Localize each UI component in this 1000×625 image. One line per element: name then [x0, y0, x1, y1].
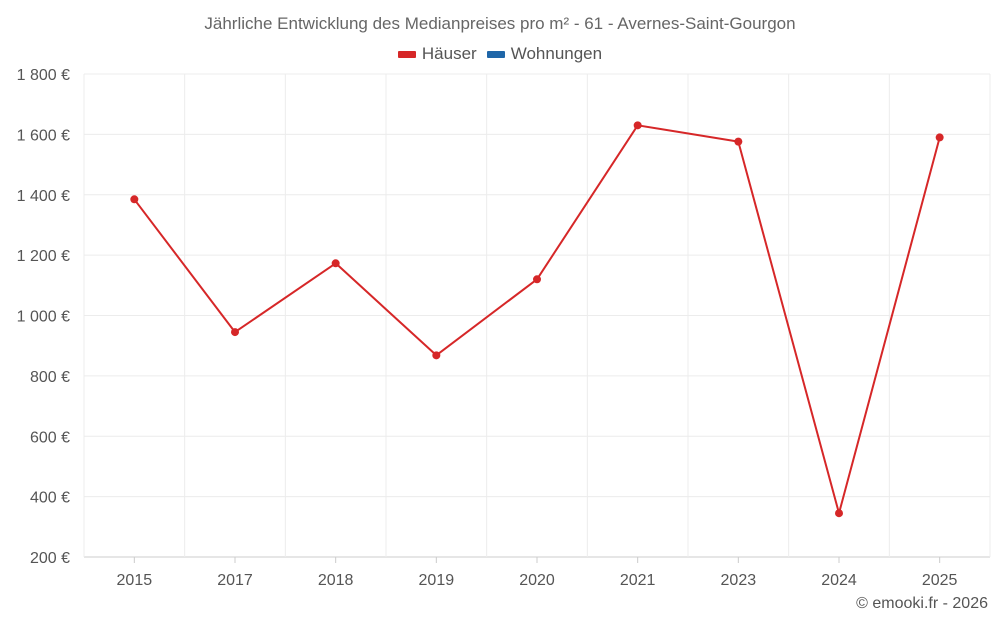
data-point: [130, 195, 139, 204]
data-point: [935, 133, 944, 142]
legend: Häuser Wohnungen: [0, 44, 1000, 64]
x-tick-label: 2024: [821, 572, 857, 589]
x-tick-label: 2017: [217, 572, 253, 589]
y-tick-label: 1 800 €: [17, 67, 70, 84]
y-tick-label: 1 400 €: [17, 188, 70, 205]
legend-label-wohnungen: Wohnungen: [510, 44, 603, 63]
legend-label-haeuser: Häuser: [421, 44, 477, 63]
legend-item-haeuser[interactable]: Häuser: [397, 44, 477, 64]
x-tick-label: 2023: [721, 572, 757, 589]
data-point: [533, 275, 541, 284]
x-tick-label: 2021: [620, 572, 656, 589]
footer-credit: © emooki.fr - 2026: [856, 595, 988, 612]
data-point: [633, 121, 642, 130]
y-tick-label: 200 €: [30, 550, 70, 567]
x-tick-label: 2015: [117, 572, 153, 589]
y-tick-label: 1 000 €: [17, 309, 70, 326]
data-point: [231, 328, 239, 337]
x-tick-label: 2019: [419, 572, 455, 589]
data-point: [835, 509, 843, 518]
data-point: [734, 137, 743, 146]
x-tick-label: 2025: [922, 572, 958, 589]
data-point: [432, 351, 441, 360]
chart-title: Jährliche Entwicklung des Medianpreises …: [204, 14, 796, 33]
series-line-0: [133, 124, 941, 515]
y-tick-label: 400 €: [30, 490, 70, 507]
y-tick-label: 600 €: [30, 429, 70, 446]
y-tick-label: 1 600 €: [17, 127, 70, 144]
x-tick-label: 2018: [318, 572, 354, 589]
data-point: [331, 259, 340, 268]
y-tick-label: 1 200 €: [17, 248, 70, 265]
legend-swatch-haeuser: [397, 50, 416, 58]
y-tick-label: 800 €: [30, 369, 70, 386]
legend-swatch-wohnungen: [486, 50, 505, 58]
x-tick-label: 2020: [519, 572, 555, 589]
legend-item-wohnungen[interactable]: Wohnungen: [486, 44, 603, 64]
